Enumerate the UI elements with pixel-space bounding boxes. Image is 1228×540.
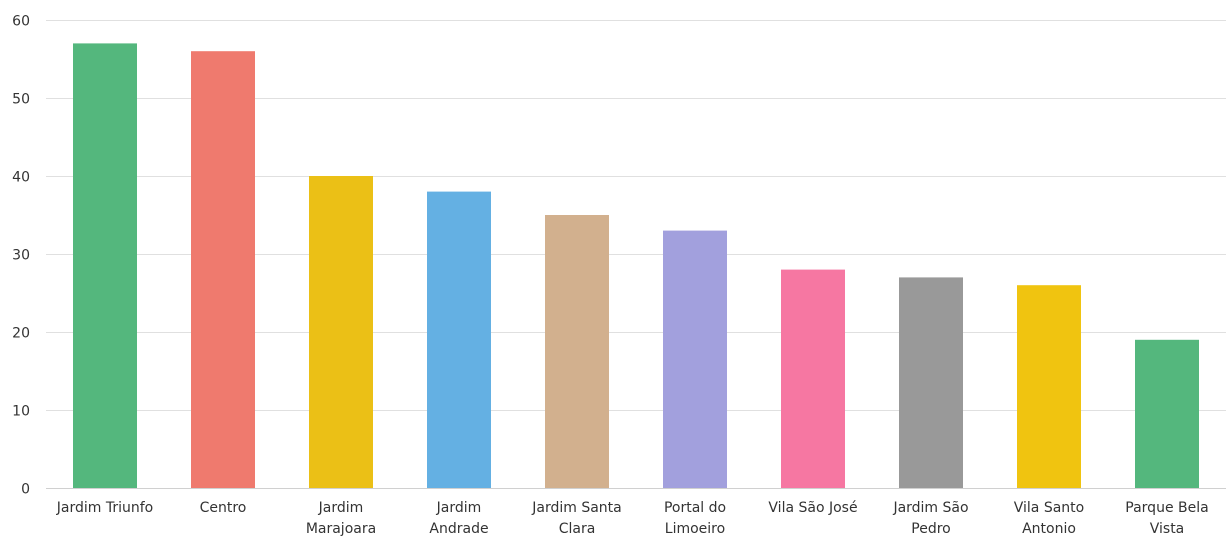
x-tick-label-line: Andrade: [429, 521, 488, 536]
x-axis-ticks: Jardim Triunfo Centro Jardim MarajoaraJardi…: [56, 500, 1209, 537]
y-tick-label: 30: [12, 248, 30, 264]
bar-0[interactable]: Jardim Triunfo: 57: [73, 43, 137, 489]
y-axis-ticks: 0 10 20 30 40 50 60: [12, 14, 30, 498]
x-tick-label-line: Vista: [1150, 521, 1185, 536]
x-tick-label: Centro: [200, 500, 247, 516]
x-tick-label-line: Marajoara: [306, 521, 376, 536]
x-tick-label: Jardim Triunfo: [56, 500, 153, 516]
x-tick-label-line: Vila Santo: [1014, 500, 1084, 516]
x-tick-label-line: Clara: [559, 521, 596, 536]
x-tick-label: Portal do Limoeiro: [664, 500, 726, 536]
y-tick-label: 60: [12, 14, 30, 30]
x-tick-label-line: Antonio: [1022, 521, 1076, 536]
y-tick-label: 20: [12, 326, 30, 342]
bar-7[interactable]: Jardim São Pedro: 27: [899, 277, 963, 488]
bar-6[interactable]: Vila São José: 28: [781, 269, 845, 488]
x-tick-label: Jardim Marajoara: [306, 500, 376, 536]
y-tick-label: 40: [12, 170, 30, 186]
x-tick-label-line: Pedro: [911, 521, 950, 536]
y-tick-label: 10: [12, 404, 30, 420]
x-tick-label-line: Portal do: [664, 500, 726, 516]
x-tick-label: Jardim Santa Clara: [531, 500, 622, 536]
x-tick-label-line: Vila São José: [768, 500, 857, 516]
x-tick-label: Vila São José: [768, 500, 857, 516]
x-tick-label: Jardim São Pedro: [892, 500, 968, 536]
bar-9[interactable]: Parque Bela Vista: 19: [1135, 339, 1199, 488]
x-tick-label-line: Limoeiro: [665, 521, 725, 536]
x-tick-label-line: Jardim: [436, 500, 482, 516]
x-tick-label-line: Jardim Triunfo: [56, 500, 153, 516]
x-tick-label: Vila Santo Antonio: [1014, 500, 1084, 536]
x-tick-label-line: Jardim Santa: [531, 500, 622, 516]
bar-3[interactable]: Jardim Andrade: 38: [427, 191, 491, 488]
y-tick-label: 50: [12, 92, 30, 108]
x-tick-label: Jardim Andrade: [429, 500, 488, 536]
y-tick-label: 0: [21, 482, 30, 498]
bar-1[interactable]: Centro: 56: [191, 51, 255, 488]
x-tick-label-line: Jardim São: [892, 500, 968, 516]
x-tick-label-line: Centro: [200, 500, 247, 516]
x-tick-label: Parque Bela Vista: [1125, 500, 1208, 536]
bar-8[interactable]: Vila Santo Antonio: 26: [1017, 285, 1081, 488]
bar-5[interactable]: Portal do Limoeiro: 33: [663, 230, 727, 488]
x-tick-label-line: Jardim: [318, 500, 364, 516]
bar-2[interactable]: Jardim Marajoara: 40: [309, 176, 373, 488]
x-tick-label-line: Parque Bela: [1125, 500, 1208, 516]
bar-layer: Jardim Triunfo: 57 Centro: 56 Jardim Maraj…: [73, 43, 1199, 489]
bar-4[interactable]: Jardim Santa Clara: 35: [545, 215, 609, 488]
